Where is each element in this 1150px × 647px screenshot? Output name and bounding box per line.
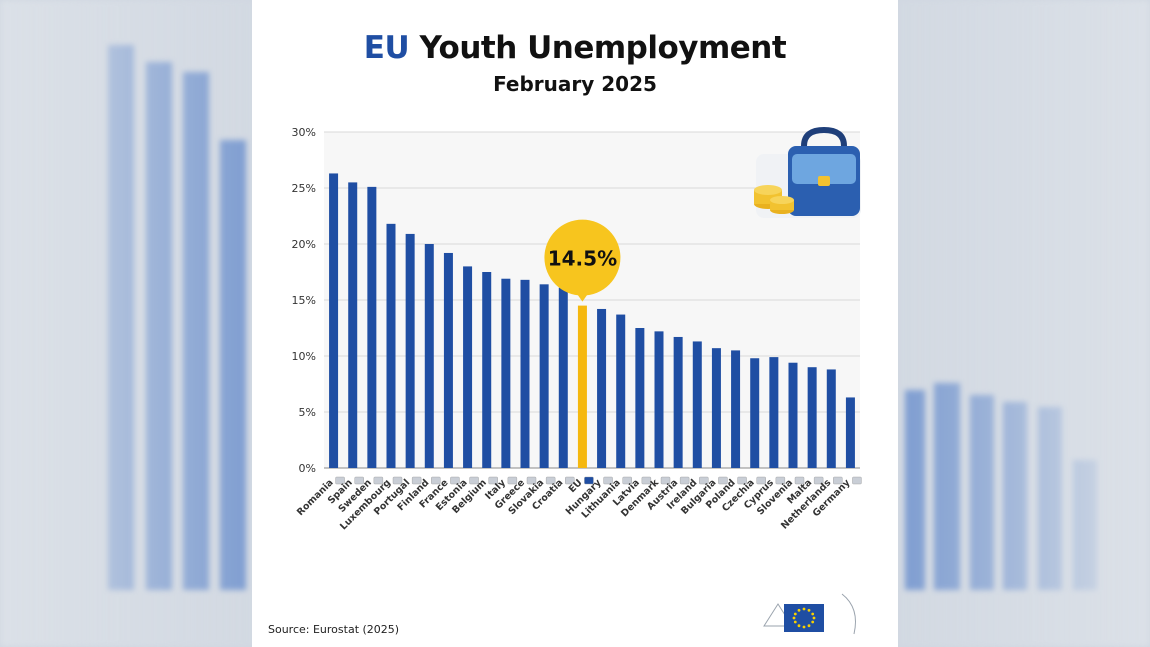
flag-cyprus [775,476,786,485]
source-note: Source: Eurostat (2025) [268,623,400,636]
flag-hungary [603,476,613,485]
bar-greece [520,279,530,468]
title-eu: EU [363,30,410,66]
flag-denmark [660,476,671,485]
bar-germany [845,397,855,468]
bar-italy [501,278,511,468]
flag-bulgaria [718,476,728,485]
bar-croatia [558,287,568,468]
flag-france [450,476,460,485]
flag-poland [737,476,747,485]
eu-callout-label: 14.5% [548,247,617,271]
flag-germany [852,476,862,485]
bar-cyprus [769,357,779,468]
flag-greece [526,476,537,485]
flag-luxembourg [392,476,403,485]
flag-slovakia [545,476,556,485]
y-tick-label: 20% [292,238,316,251]
flag-netherlands [833,476,843,485]
chart-title: EU Youth Unemployment [252,30,898,66]
bar-portugal [405,233,415,468]
chart-card: EU Youth Unemployment February 2025 0% 5%… [252,0,898,647]
bar-romania [329,173,339,468]
y-tick-label: 10% [292,350,316,363]
bar-czechia [750,358,760,468]
bar-estonia [463,266,473,468]
bar-belgium [482,272,492,468]
bar-malta [807,367,817,468]
flag-eu [584,476,594,485]
flag-finland [431,476,441,485]
flag-austria [679,476,690,485]
eu-callout: 14.5% [544,219,621,302]
bar-poland [731,350,741,468]
bar-spain [348,182,358,468]
flag-slovenia [794,476,805,485]
y-tick-label: 15% [292,294,316,307]
flag-latvia [641,476,652,485]
flag-spain [354,476,364,485]
flag-ireland [699,476,709,485]
y-tick-label: 30% [292,126,316,139]
title-rest: Youth Unemployment [419,30,787,66]
flag-sweden [373,476,384,485]
bar-lithuania [616,314,626,468]
bar-france [443,252,453,468]
flag-lithuania [622,476,632,485]
y-tick-label: 5% [299,406,316,419]
bar-ireland [692,341,702,468]
flag-portugal [411,476,422,485]
bar-latvia [635,328,645,468]
flag-czechia [756,476,766,485]
bar-sweden [367,186,377,468]
y-tick-label: 0% [299,462,316,475]
flag-malta [813,476,824,485]
bar-slovenia [788,362,798,468]
bar-luxembourg [386,223,396,468]
bar-hungary [597,308,607,468]
flag-romania [335,476,345,485]
bar-denmark [654,331,664,468]
flag-croatia [565,476,575,485]
flag-italy [507,476,518,485]
bar-austria [673,336,683,468]
y-tick-label: 25% [292,182,316,195]
flag-belgium [488,476,498,485]
european-commission-logo [763,593,856,635]
bar-netherlands [826,369,836,468]
briefcase-coins-icon [754,126,861,218]
bar-bulgaria [711,348,721,468]
chart-subtitle: February 2025 [493,72,657,96]
bar-slovakia [539,284,549,468]
bar-eu [577,305,587,468]
flag-estonia [469,476,479,485]
bar-chart: 0%5%10%15%20%25%30%RomaniaSpainSwedenLux… [292,126,862,532]
bar-finland [424,244,434,468]
